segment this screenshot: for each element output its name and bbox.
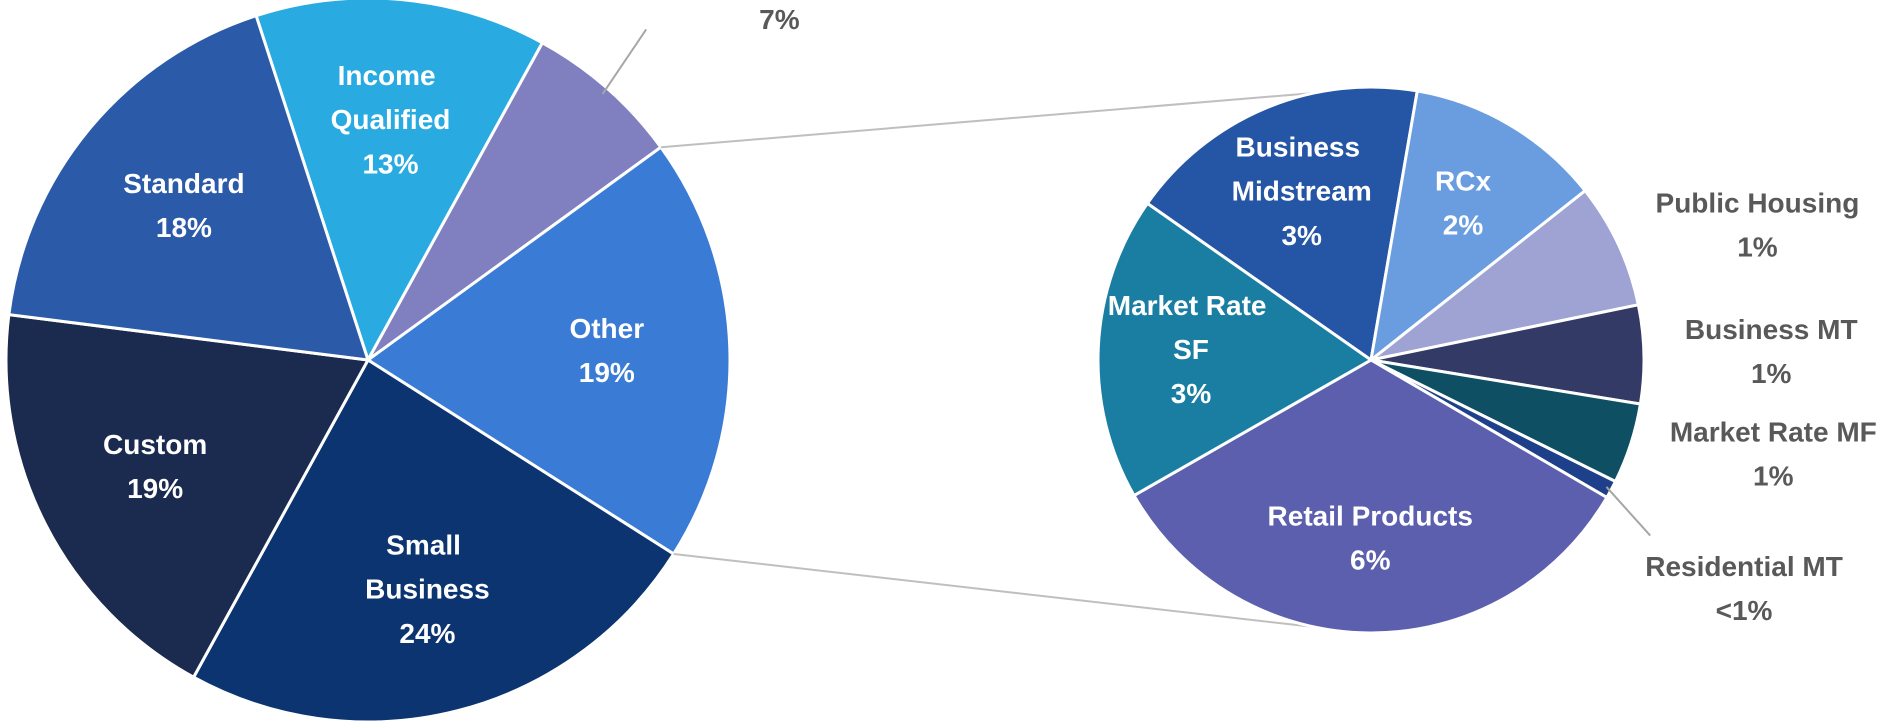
- value-label: 18%: [156, 212, 212, 243]
- label-line: Small: [386, 530, 468, 561]
- label-line: Business: [1236, 132, 1368, 163]
- value-label: 7%: [759, 4, 800, 35]
- category-label: Business Midstream: [1232, 132, 1372, 207]
- category-label: Custom: [103, 429, 207, 460]
- value-label: 1%: [1737, 232, 1778, 263]
- slice-label: Standard 18%: [123, 168, 244, 243]
- category-label: Retail Products: [1268, 501, 1473, 532]
- category-label: Small Business: [365, 530, 490, 605]
- slice-label: Custom 19%: [103, 429, 207, 504]
- pie-slice: [365, 145, 732, 557]
- category-label: Residential MT: [1645, 551, 1843, 582]
- category-label: Business MT: [1685, 314, 1858, 345]
- slice-label: Other 19%: [569, 313, 644, 388]
- pie-slice: [1096, 201, 1374, 498]
- category-label: Market Rate SF: [1108, 290, 1275, 365]
- value-label: 1%: [1753, 461, 1794, 492]
- label-line: SF: [1173, 334, 1209, 365]
- category-label: RCx: [1435, 165, 1491, 196]
- category-label: Income Qualified: [331, 61, 451, 136]
- category-label: Public Housing: [1656, 188, 1860, 219]
- slice-label: Public Housing 1%: [1656, 188, 1860, 263]
- value-label: 6%: [1350, 545, 1391, 576]
- category-label: Other: [569, 313, 644, 344]
- slice-label: Small Business 24%: [365, 530, 490, 649]
- pie-slice: [4, 312, 371, 680]
- value-label: <1%: [1716, 595, 1773, 626]
- pie-slice: [1368, 89, 1588, 364]
- category-label: Market Rate MF: [1670, 417, 1877, 448]
- connector-line: [660, 91, 1315, 149]
- pie-slice: [1145, 85, 1420, 363]
- label-line: Income: [338, 61, 444, 92]
- leader-line: [601, 28, 648, 95]
- slice-label: Retail Products 6%: [1268, 501, 1473, 576]
- value-label: 19%: [127, 473, 183, 504]
- value-label: 24%: [399, 618, 455, 649]
- value-label: 3%: [1171, 378, 1212, 409]
- slice-label: Voltage Optimization7%: [759, 4, 800, 35]
- slice-label: Business MT 1%: [1685, 314, 1858, 389]
- category-label: Standard: [123, 168, 244, 199]
- leader-line: [1605, 486, 1651, 537]
- slice-label: Market Rate MF 1%: [1670, 417, 1877, 492]
- value-label: 2%: [1443, 209, 1484, 240]
- pie-slice: [191, 357, 676, 724]
- slice-label: Residential MT <1%: [1645, 551, 1843, 626]
- pie-slice: [254, 0, 545, 364]
- label-line: Qualified: [331, 105, 451, 136]
- slice-label: Business Midstream 3%: [1232, 132, 1372, 251]
- pie-slice: [7, 13, 371, 362]
- value-label: 13%: [362, 149, 418, 180]
- label-line: Midstream: [1232, 176, 1372, 207]
- slice-label: Income Qualified 13%: [331, 61, 451, 180]
- slice-label: RCx 2%: [1435, 165, 1491, 240]
- value-label: 3%: [1281, 220, 1322, 251]
- label-line: Business: [365, 574, 490, 605]
- value-label: 1%: [1751, 358, 1792, 389]
- label-line: Market Rate: [1108, 290, 1275, 321]
- slice-label: Market Rate SF 3%: [1108, 290, 1275, 409]
- connector-line: [673, 552, 1315, 629]
- value-label: 19%: [579, 357, 635, 388]
